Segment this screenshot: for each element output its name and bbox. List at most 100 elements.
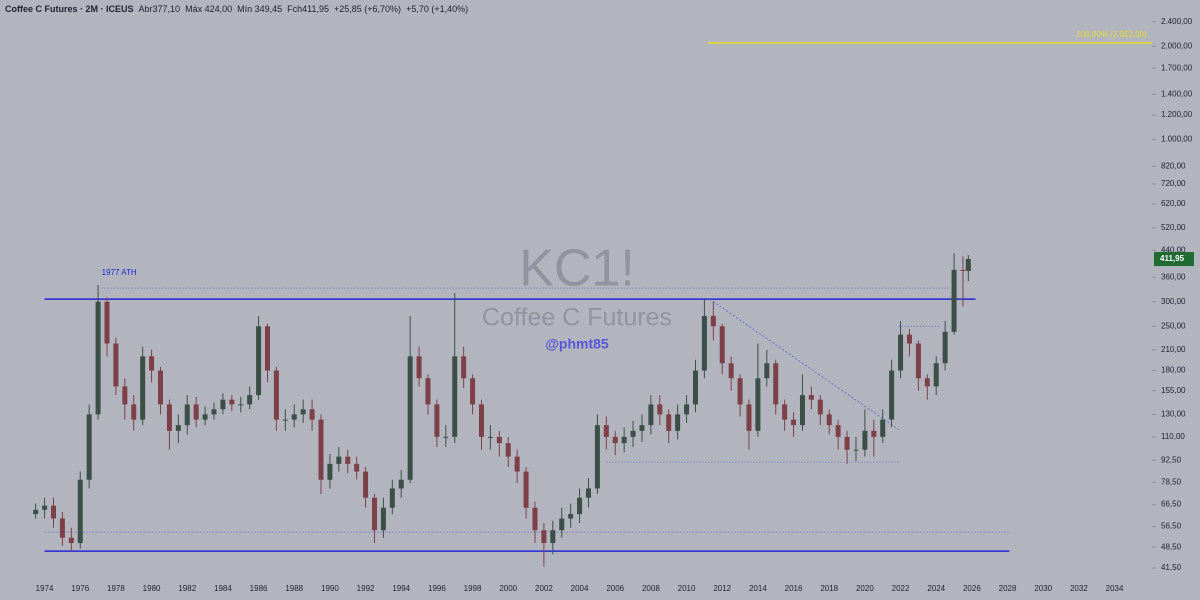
candle-body	[559, 518, 565, 531]
candle-body	[532, 507, 538, 531]
y-tick-label: 110,00	[1161, 432, 1185, 441]
candle-body	[273, 370, 279, 420]
candle-body	[764, 363, 770, 379]
candle-body	[282, 419, 288, 421]
candle-body	[915, 343, 921, 379]
candle-body	[113, 343, 119, 387]
x-tick-label: 2026	[963, 584, 981, 593]
candle-body	[675, 414, 681, 431]
candle-body	[380, 507, 386, 531]
candle-body	[612, 436, 618, 444]
candle-body	[657, 404, 663, 415]
candle-body	[835, 425, 841, 437]
y-tick-label: 1.700,00	[1161, 63, 1193, 72]
candle-body	[86, 414, 92, 480]
candle-body	[140, 356, 146, 420]
candle-body	[247, 395, 253, 405]
x-tick-label: 2012	[713, 584, 731, 593]
y-tick-label: 130,00	[1161, 409, 1186, 418]
y-tick-label: 2.000,00	[1161, 41, 1193, 50]
candle-body	[746, 404, 752, 431]
candle-body	[318, 419, 324, 480]
candle-body	[568, 514, 574, 519]
candle-body	[951, 269, 957, 332]
x-tick-label: 1980	[143, 584, 161, 593]
candle-body	[942, 331, 948, 364]
x-tick-label: 1992	[357, 584, 375, 593]
y-tick-label: 1.400,00	[1161, 89, 1193, 98]
x-tick-label: 2014	[749, 584, 767, 593]
x-tick-label: 2004	[571, 584, 589, 593]
legend-value: Abr377,10	[138, 4, 181, 14]
candle-body	[95, 301, 101, 415]
candle-body	[434, 404, 440, 437]
header: Coffee C Futures · 2M · ICEUS Abr377,10 M…	[5, 4, 468, 14]
candle-body	[166, 404, 172, 431]
candle-body	[577, 497, 583, 515]
legend-value: +5,70 (+1,40%)	[406, 4, 469, 14]
x-tick-label: 1990	[321, 584, 339, 593]
candle-body	[104, 301, 110, 344]
x-tick-label: 1996	[428, 584, 446, 593]
candle-body	[505, 443, 511, 457]
candle-body	[291, 414, 297, 420]
candle-body	[817, 399, 823, 415]
candle-body	[371, 497, 377, 531]
x-tick-label: 2020	[856, 584, 874, 593]
y-tick-label: 1.000,00	[1161, 135, 1193, 144]
candle-body	[666, 414, 672, 431]
y-tick-label: 180,00	[1161, 366, 1186, 375]
candle-body	[175, 425, 181, 431]
candle-body	[354, 463, 360, 472]
candle-body	[924, 378, 930, 387]
x-tick-label: 1982	[178, 584, 196, 593]
candle-body	[300, 409, 306, 415]
x-tick-label: 2032	[1070, 584, 1088, 593]
y-tick-label: 92,50	[1161, 455, 1182, 464]
candle-body	[345, 456, 351, 464]
candle-body	[550, 530, 556, 544]
last-price-tag	[1154, 252, 1194, 267]
candle-body	[443, 436, 449, 438]
candle-body	[327, 463, 333, 480]
candle-body	[853, 449, 859, 451]
candle-body	[470, 378, 476, 405]
annotation: 100,00% (2.052,00)	[1076, 30, 1147, 39]
candle-body	[461, 356, 467, 379]
candle-body	[398, 479, 404, 489]
candle-body	[50, 505, 56, 519]
candle-body	[701, 315, 707, 371]
candle-body	[202, 414, 208, 420]
candle-body	[77, 479, 83, 544]
candle-body	[478, 404, 484, 437]
candle-body	[871, 430, 877, 437]
candle-body	[131, 404, 137, 420]
y-tick-label: 620,00	[1161, 199, 1186, 208]
x-tick-label: 1976	[71, 584, 89, 593]
candle-body	[425, 378, 431, 405]
y-tick-label: 41,50	[1161, 563, 1182, 572]
candle-body	[157, 370, 163, 405]
candle-body	[880, 419, 886, 437]
candle-body	[264, 326, 270, 371]
x-tick-label: 2000	[499, 584, 517, 593]
candle-body	[844, 436, 850, 450]
x-tick-label: 2034	[1106, 584, 1124, 593]
candle-body	[42, 505, 48, 510]
x-tick-label: 1978	[107, 584, 125, 593]
y-tick-label: 48,50	[1161, 542, 1182, 551]
candle-body	[523, 471, 529, 508]
y-tick-label: 78,50	[1161, 477, 1182, 486]
x-tick-label: 2008	[642, 584, 660, 593]
candle-body	[33, 509, 39, 515]
candle-body	[193, 404, 199, 420]
candle-body	[59, 518, 65, 538]
y-tick-label: 1.200,00	[1161, 110, 1193, 119]
x-tick-label: 2030	[1034, 584, 1052, 593]
watermark-name: Coffee C Futures	[482, 304, 672, 332]
y-tick-label: 820,00	[1161, 161, 1186, 170]
candle-body	[710, 315, 716, 327]
candle-body	[862, 430, 868, 450]
x-tick-label: 2006	[606, 584, 624, 593]
